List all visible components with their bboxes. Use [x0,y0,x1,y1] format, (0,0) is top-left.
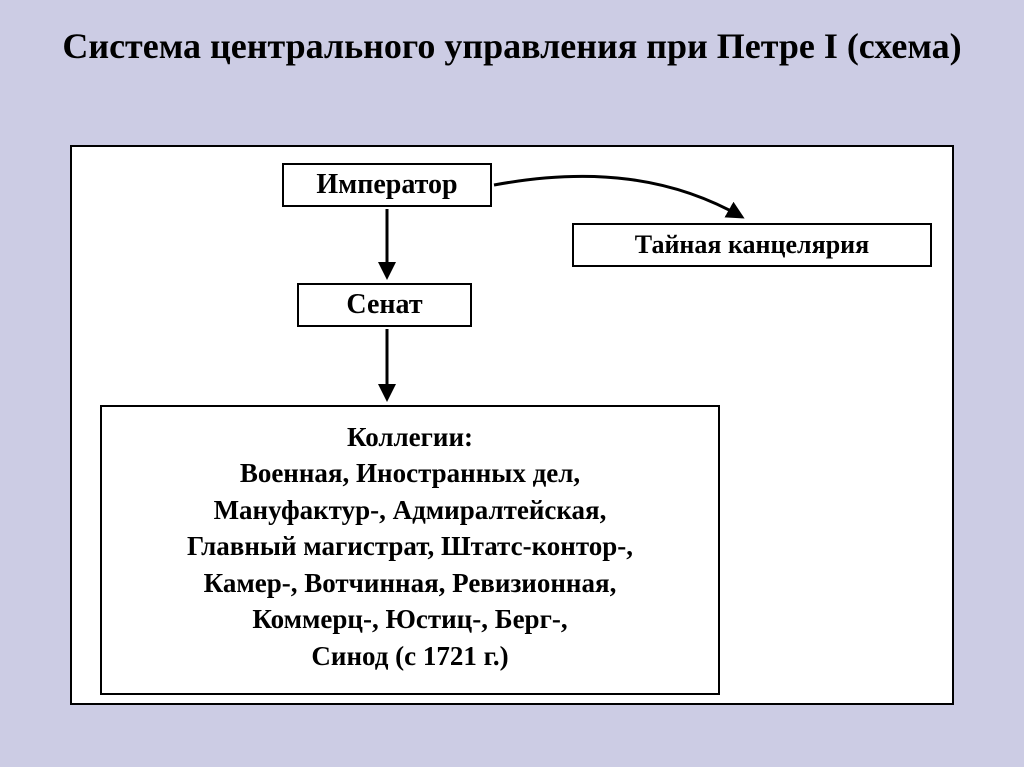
diagram-panel: Император Тайная канцелярия Сенат Коллег… [70,145,954,705]
colleges-line-5: Синод (с 1721 г.) [112,638,708,674]
node-senate-label: Сенат [346,289,422,320]
node-emperor: Император [282,163,492,207]
edge-emperor-chancery [494,176,742,217]
colleges-line-0: Военная, Иностранных дел, [112,455,708,491]
colleges-line-4: Коммерц-, Юстиц-, Берг-, [112,601,708,637]
colleges-header: Коллегии: [112,419,708,455]
page-title: Система центрального управления при Петр… [0,24,1024,69]
node-chancery: Тайная канцелярия [572,223,932,267]
node-senate: Сенат [297,283,472,327]
node-emperor-label: Император [316,169,457,200]
colleges-line-3: Камер-, Вотчинная, Ревизионная, [112,565,708,601]
node-colleges: Коллегии: Военная, Иностранных дел, Ману… [100,405,720,695]
colleges-line-2: Главный магистрат, Штатс-контор-, [112,528,708,564]
colleges-line-1: Мануфактур-, Адмиралтейская, [112,492,708,528]
node-chancery-label: Тайная канцелярия [635,230,869,259]
